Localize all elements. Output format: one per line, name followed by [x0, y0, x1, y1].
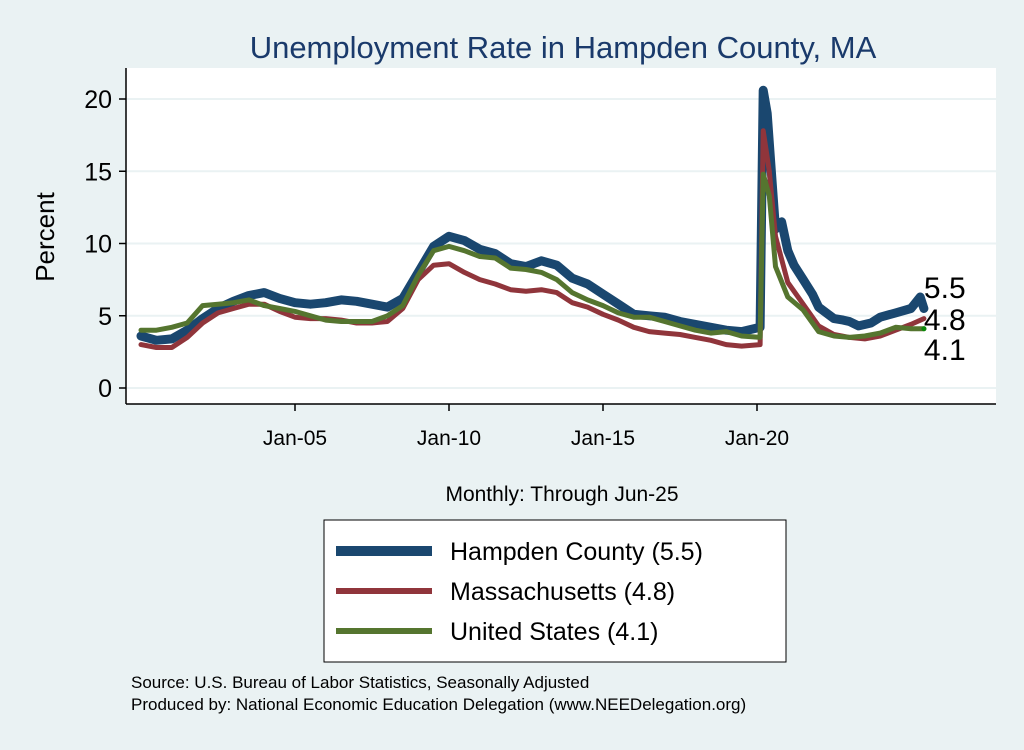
x-tick-label: Jan-05 — [263, 427, 327, 450]
y-tick-label: 5 — [98, 303, 112, 331]
legend: Hampden County (5.5) Massachusetts (4.8) U… — [323, 519, 787, 663]
end-label-massachusetts: 4.8 — [924, 304, 966, 337]
y-axis-label: Percent — [30, 191, 60, 281]
x-tick-label: Jan-10 — [417, 427, 481, 450]
x-axis-label: Monthly: Through Jun-25 — [445, 483, 678, 506]
y-tick-label: 15 — [84, 158, 112, 186]
y-tick-label: 0 — [98, 375, 112, 403]
series-line-hampden — [136, 85, 929, 345]
x-tick-label: Jan-15 — [571, 427, 635, 450]
plot-area — [126, 68, 996, 404]
legend-label-united-states: United States (4.1) — [450, 618, 658, 646]
produced-by-note: Produced by: National Economic Education… — [131, 695, 746, 714]
end-label-hampden: 5.5 — [924, 272, 966, 305]
y-tick-label: 10 — [84, 231, 112, 259]
legend-label-hampden: Hampden County (5.5) — [450, 538, 703, 566]
chart-title: Unemployment Rate in Hampden County, MA — [250, 30, 877, 65]
x-tick-label: Jan-20 — [725, 427, 789, 450]
legend-label-massachusetts: Massachusetts (4.8) — [450, 578, 675, 606]
series-line-united-states — [138, 171, 927, 340]
y-tick-label: 20 — [84, 86, 112, 114]
end-marker — [921, 326, 927, 332]
source-note: Source: U.S. Bureau of Labor Statistics,… — [131, 673, 589, 692]
end-label-united-states: 4.1 — [924, 334, 966, 367]
